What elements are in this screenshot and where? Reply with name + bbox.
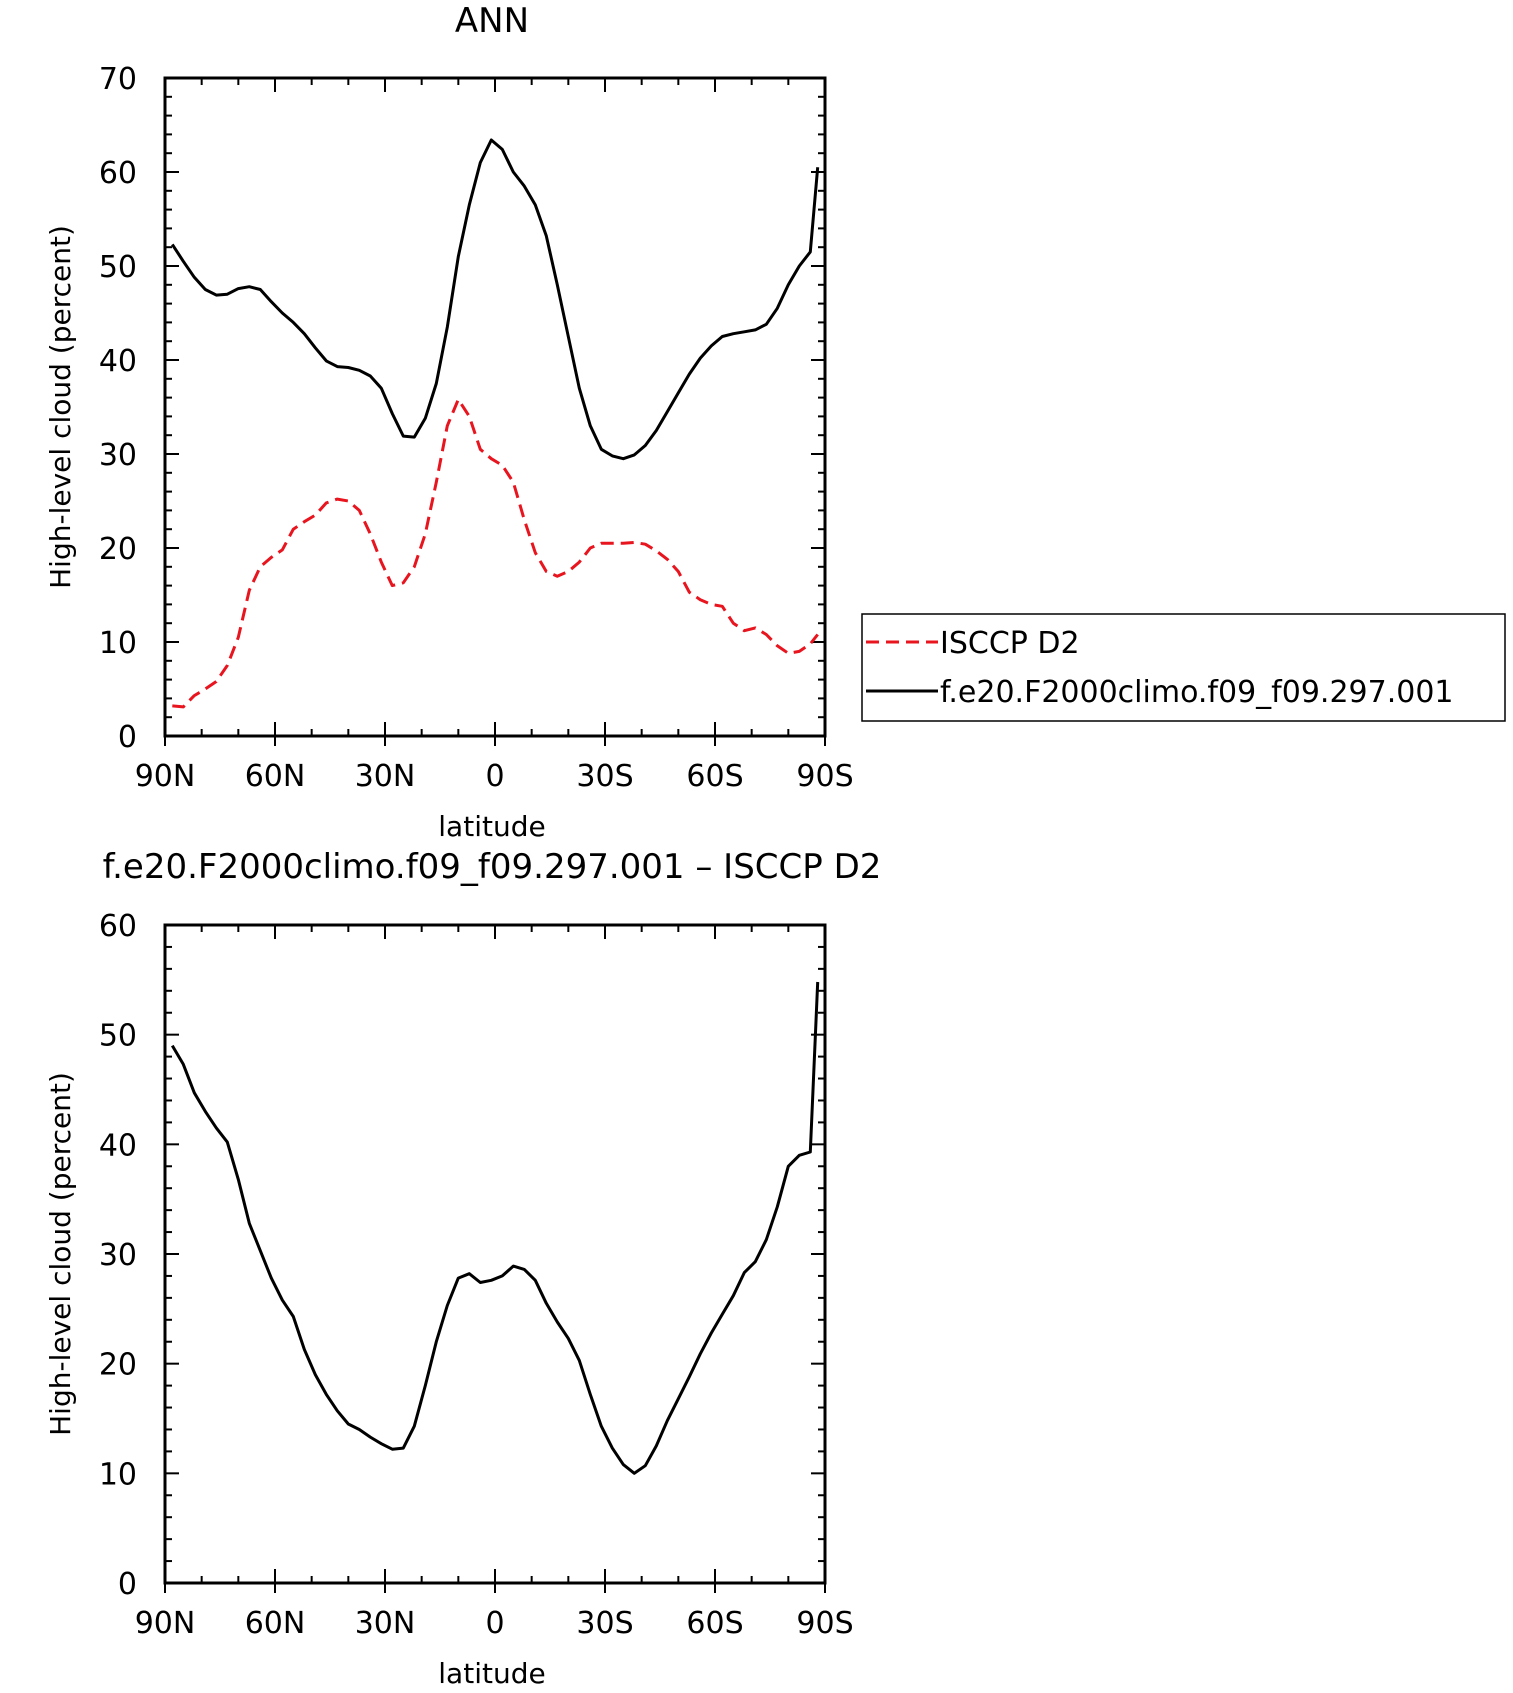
panel2-y-tick-label: 0 [118,1567,137,1602]
panel2-x-tick-label: 30S [576,1606,633,1641]
top-chart-frame [163,76,827,738]
panel2-y-tick-label: 30 [99,1238,137,1273]
legend-label-isccp-d2: ISCCP D2 [940,626,1080,661]
top-chart-title: ANN [455,1,529,41]
panel1-y-tick-label: 70 [99,62,137,97]
panel1-series-line-1 [172,398,819,709]
top-chart-x-axis-label: latitude [438,810,545,843]
panel2-x-tick-label: 0 [485,1606,504,1641]
panel2-x-tick-label: 60S [686,1606,743,1641]
panel1-y-tick-label: 0 [118,720,137,755]
panel1-x-tick-label: 60N [245,759,306,794]
panel1-y-tick-label: 50 [99,250,137,285]
panel1-x-tick-label: 0 [485,759,504,794]
panel2-y-tick-label: 40 [99,1128,137,1163]
panel2-y-tick-label: 60 [99,909,137,944]
top-chart-axes: 0 10 20 30 40 50 60 70 90N 60N 30N 0 30S 60S 90S [99,62,854,794]
panel2-x-tick-label: 90S [796,1606,853,1641]
panel2-y-tick-label: 50 [99,1019,137,1054]
panel2-y-tick-label: 10 [99,1457,137,1492]
bottom-chart: f.e20.F2000climo.f09_f09.297.001 – ISCCP… [44,847,881,1690]
legend-label-model: f.e20.F2000climo.f09_f09.297.001 [940,675,1454,710]
top-chart: ANN 0 10 20 30 40 50 60 70 90N 60N 30N 0 30S 60S 90S H… [44,1,1506,843]
top-chart-legend: ISCCP D2 f.e20.F2000climo.f09_f09.297.00… [861,613,1506,722]
legend-box [861,613,1506,722]
panel2-x-tick-label: 60N [245,1606,306,1641]
top-chart-series [171,138,820,709]
panel1-y-tick-label: 40 [99,344,137,379]
panel1-y-tick-label: 20 [99,532,137,567]
bottom-chart-series [171,981,820,1475]
panel1-x-tick-label: 30N [355,759,416,794]
panel2-x-tick-label: 30N [355,1606,416,1641]
panel2-series-line-1 [171,981,820,1475]
panel2-y-tick-label: 20 [99,1348,137,1383]
panel1-x-tick-label: 30S [576,759,633,794]
bottom-chart-y-axis-label: High-level cloud (percent) [44,1072,77,1436]
bottom-chart-x-axis-label: latitude [438,1657,545,1690]
panel1-x-tick-label: 90S [796,759,853,794]
panel1-y-tick-label: 30 [99,438,137,473]
bottom-chart-frame [163,923,827,1585]
panel1-y-tick-label: 60 [99,156,137,191]
bottom-chart-axes: 0 10 20 30 40 50 60 90N 60N 30N 0 30S 60S 90S [99,909,854,1641]
panel1-y-tick-label: 10 [99,626,137,661]
top-chart-y-axis-label: High-level cloud (percent) [44,225,77,589]
panel2-x-tick-label: 90N [135,1606,196,1641]
panel1-x-tick-label: 60S [686,759,743,794]
panel1-series-line-2 [171,138,820,461]
panel1-x-tick-label: 90N [135,759,196,794]
bottom-chart-title: f.e20.F2000climo.f09_f09.297.001 – ISCCP… [103,847,882,887]
